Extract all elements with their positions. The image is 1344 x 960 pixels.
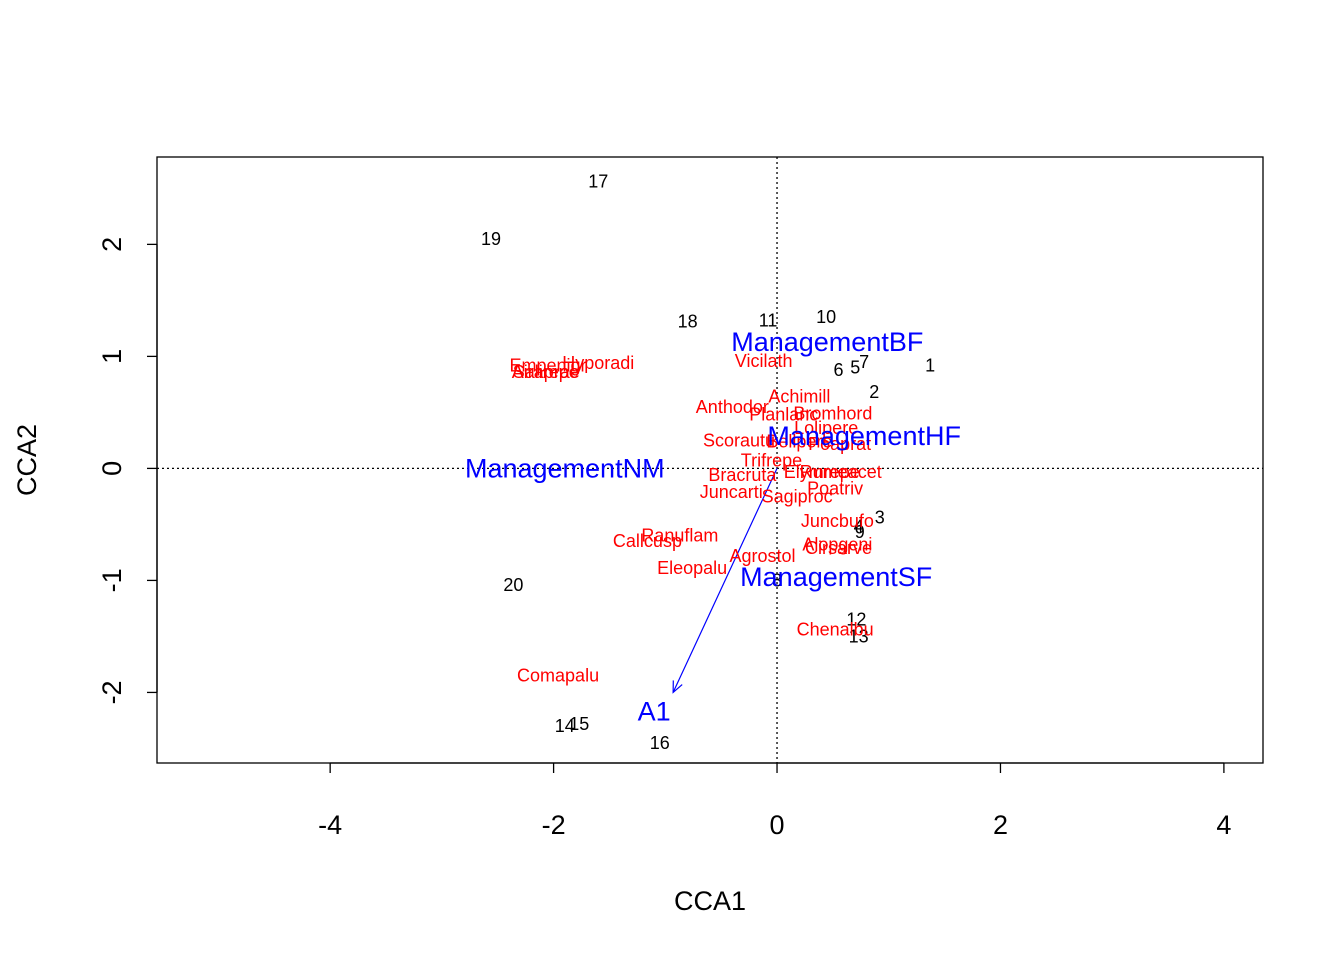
x-tick-label: 0 [770, 810, 785, 840]
plot-frame [156, 156, 1264, 764]
factor-centroids: ManagementBF ManagementHF ManagementNM Mana… [465, 327, 961, 592]
site-label: 1 [925, 355, 935, 375]
x-axis: -4 -2 0 2 4 [318, 762, 1231, 840]
biplot-arrows: A1 [638, 468, 778, 726]
species-label: Rumeacet [800, 462, 882, 482]
x-tick-label: 2 [993, 810, 1008, 840]
y-tick-label: 1 [97, 349, 127, 364]
factor-centroid-label: ManagementHF [767, 421, 961, 451]
y-tick-label: -1 [97, 568, 127, 592]
x-tick-label: 4 [1216, 810, 1231, 840]
species-label: Anthodor [696, 397, 769, 417]
species-label: Juncbufo [801, 511, 874, 531]
species-label: Sagiproc [762, 486, 833, 506]
site-label: 10 [816, 307, 836, 327]
species-label: Salirepe [513, 362, 579, 382]
x-axis-title: CCA1 [674, 886, 746, 916]
y-tick-label: 2 [97, 237, 127, 252]
species-label: Achimill [768, 387, 830, 407]
factor-centroid-label: ManagementBF [731, 327, 923, 357]
y-axis: -2 -1 0 1 2 [97, 237, 158, 704]
species-label: Airaprae [512, 362, 580, 382]
site-label: 8 [772, 570, 782, 590]
species-label: Elymrepe [784, 462, 860, 482]
factor-centroid-label: ManagementNM [465, 453, 665, 483]
biplot-arrow-head [672, 680, 683, 694]
species-label: Empenigr [509, 355, 586, 375]
x-tick-label: -4 [318, 810, 342, 840]
x-tick-label: -2 [542, 810, 566, 840]
factor-centroid-label: ManagementSF [740, 562, 932, 592]
species-label: Poatriv [807, 479, 863, 499]
species-label: Callcusp [613, 531, 682, 551]
species-label: Vicilath [735, 351, 793, 371]
species-label: Trifrepe [741, 451, 802, 471]
species-label: Ranuflam [641, 526, 718, 546]
site-label: 9 [855, 522, 865, 542]
species-label: Bracruta [708, 465, 777, 485]
species-label: Alopgeni [802, 535, 872, 555]
site-label: 20 [503, 575, 523, 595]
y-tick-label: -2 [97, 680, 127, 704]
biplot-arrow-label: A1 [638, 696, 671, 726]
site-label: 6 [833, 360, 843, 380]
site-label: 5 [850, 358, 860, 378]
species-label: Chenalbu [797, 620, 874, 640]
site-label: 16 [650, 733, 670, 753]
site-label: 18 [678, 312, 698, 332]
site-label: 11 [759, 311, 778, 331]
y-tick-label: 0 [97, 461, 127, 476]
site-label: 12 [846, 610, 866, 630]
species-label: Agrostol [729, 546, 795, 566]
species-label: Poaprat [808, 434, 871, 454]
species-label: Scorautu [703, 430, 775, 450]
species-label: Eleopalu [657, 558, 727, 578]
site-label: 3 [875, 508, 885, 528]
biplot-arrow-shaft [672, 468, 778, 693]
site-label: 15 [569, 714, 589, 734]
species-label: Bellpere [766, 432, 832, 452]
site-label: 17 [588, 172, 608, 192]
species-label: Juncarti [700, 482, 763, 502]
site-label: 14 [555, 716, 575, 736]
site-label: 2 [869, 382, 879, 402]
reference-lines [157, 157, 1263, 763]
site-label: 19 [481, 229, 501, 249]
species-label: Bromhord [793, 404, 872, 424]
species-label: Planlanc [749, 405, 818, 425]
species-label: Cirsarve [805, 538, 872, 558]
species-label: Lolipere [794, 418, 858, 438]
species-label: Comapalu [517, 666, 599, 686]
site-label: 13 [849, 626, 869, 646]
species-label: Hyporadi [562, 353, 634, 373]
y-axis-title: CCA2 [12, 424, 42, 496]
site-label: 7 [859, 352, 869, 372]
site-label: 4 [854, 517, 864, 537]
